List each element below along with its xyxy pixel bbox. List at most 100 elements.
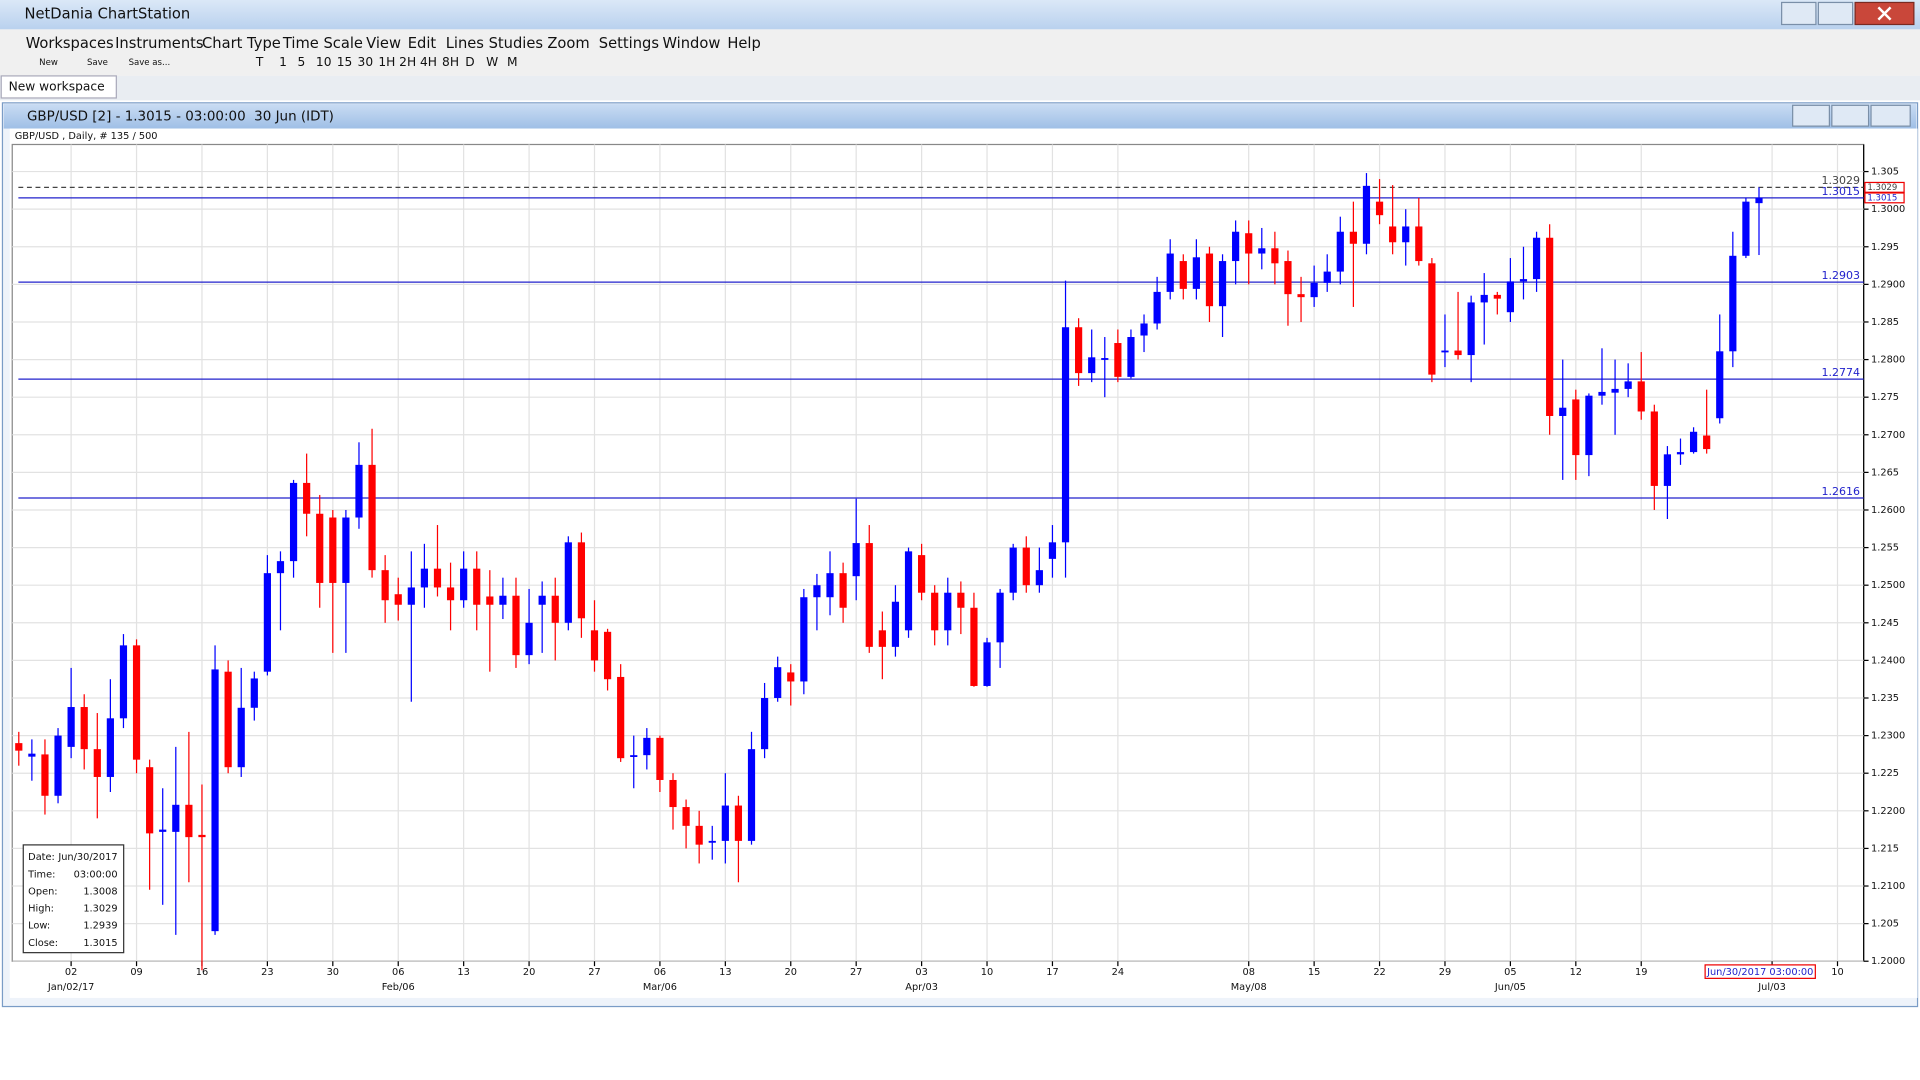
x-major-label: Feb/06 bbox=[382, 982, 415, 993]
candle-body bbox=[1022, 547, 1030, 586]
menu-item[interactable]: Chart Type bbox=[202, 35, 281, 52]
chart-restore[interactable] bbox=[1831, 104, 1870, 127]
candle-body bbox=[316, 513, 324, 583]
menu-item[interactable]: View bbox=[366, 35, 401, 52]
candle-body bbox=[1755, 197, 1763, 204]
candle-body bbox=[1441, 350, 1449, 353]
candle-body bbox=[1088, 357, 1096, 374]
menu-item[interactable]: Settings bbox=[599, 35, 659, 52]
candle-body bbox=[28, 753, 36, 757]
toolbar-button[interactable]: 30 bbox=[358, 55, 374, 69]
candle-body bbox=[1362, 185, 1371, 244]
y-tick-label: 1.2300 bbox=[1871, 731, 1905, 742]
candle-body bbox=[669, 779, 677, 808]
menu-item[interactable]: Window bbox=[662, 35, 720, 52]
candle-body bbox=[800, 597, 808, 682]
price-line-label: 1.2903 bbox=[1821, 269, 1860, 282]
candle-body bbox=[760, 698, 769, 750]
toolbar-button[interactable]: 2H bbox=[399, 55, 416, 69]
menu-item[interactable]: Help bbox=[727, 35, 760, 52]
candle-body bbox=[1663, 454, 1672, 486]
candle-body bbox=[263, 573, 271, 672]
toolbar-button[interactable]: New bbox=[39, 58, 58, 68]
minimize-button[interactable] bbox=[1781, 1, 1817, 26]
toolbar-button[interactable]: Save bbox=[87, 58, 108, 68]
chart-window-title-bar bbox=[3, 104, 1917, 129]
candle-body bbox=[172, 804, 180, 832]
candle-body bbox=[970, 607, 978, 686]
toolbar-button[interactable]: 5 bbox=[298, 55, 306, 69]
candle-body bbox=[603, 631, 612, 680]
info-value: 1.2939 bbox=[83, 921, 117, 932]
price-tag bbox=[1864, 192, 1905, 204]
toolbar-button[interactable]: W bbox=[486, 55, 498, 69]
toolbar-button[interactable]: 1H bbox=[378, 55, 395, 69]
menu-item[interactable]: Instruments bbox=[115, 35, 203, 52]
candle-body bbox=[224, 671, 232, 768]
candle-body bbox=[1637, 381, 1645, 412]
toolbar-button[interactable]: 4H bbox=[420, 55, 437, 69]
candle-body bbox=[551, 595, 559, 623]
menu-item[interactable]: Lines bbox=[446, 35, 484, 52]
toolbar-button[interactable]: T bbox=[255, 55, 264, 69]
y-tick-label: 1.2600 bbox=[1871, 505, 1905, 516]
toolbar-button[interactable]: Save as... bbox=[129, 58, 171, 68]
x-major-label: Jul/03 bbox=[1757, 982, 1786, 993]
candle-body bbox=[381, 570, 389, 601]
candle-body bbox=[1192, 257, 1200, 289]
y-tick-label: 1.205 bbox=[1871, 919, 1899, 930]
candle-body bbox=[289, 482, 298, 562]
menu-item[interactable]: Time Scale bbox=[282, 35, 363, 52]
toolbar-button[interactable]: 1 bbox=[279, 55, 287, 69]
x-tick-label: 13 bbox=[719, 967, 731, 978]
menu-item[interactable]: Workspaces bbox=[26, 35, 114, 52]
candle-body bbox=[1245, 233, 1253, 254]
candle-body bbox=[1506, 281, 1514, 313]
toolbar-button[interactable]: 15 bbox=[337, 55, 353, 69]
candle-body bbox=[865, 543, 873, 647]
candle-body bbox=[721, 805, 729, 841]
menu-item[interactable]: Zoom bbox=[547, 35, 589, 52]
candle-body bbox=[146, 767, 154, 834]
candle-body bbox=[918, 555, 926, 593]
candle-body bbox=[643, 737, 651, 756]
candle-body bbox=[577, 542, 586, 619]
candle-body bbox=[303, 482, 311, 514]
candle-body bbox=[891, 601, 900, 647]
candle-body bbox=[106, 718, 114, 777]
candle-body bbox=[787, 672, 795, 682]
workspace-tab[interactable] bbox=[0, 75, 117, 99]
info-value: 1.3015 bbox=[83, 938, 117, 949]
toolbar-button[interactable]: 10 bbox=[316, 55, 332, 69]
candle-body bbox=[1048, 542, 1057, 559]
candle-body bbox=[499, 595, 507, 605]
info-label: Close: bbox=[28, 938, 58, 949]
maximize-button[interactable] bbox=[1817, 1, 1854, 26]
candle-body bbox=[1205, 253, 1214, 307]
toolbar-button[interactable]: M bbox=[507, 55, 518, 69]
candle-body bbox=[1153, 291, 1161, 324]
info-box bbox=[22, 844, 125, 954]
price-tag-label: 1.3029 bbox=[1867, 183, 1897, 193]
chart-window-title: GBP/USD [2] - 1.3015 - 03:00:00 30 Jun (… bbox=[27, 109, 334, 124]
menu-item[interactable]: Edit bbox=[408, 35, 437, 52]
y-tick-label: 1.2500 bbox=[1871, 580, 1905, 591]
candle-body bbox=[1323, 271, 1331, 283]
title-bar bbox=[0, 0, 1920, 30]
candle-body bbox=[512, 595, 520, 656]
x-major-label: Apr/03 bbox=[905, 982, 938, 993]
candle-body bbox=[1689, 431, 1698, 453]
chart-area bbox=[9, 128, 1918, 998]
toolbar-button[interactable]: 8H bbox=[442, 55, 459, 69]
chart-close[interactable] bbox=[1870, 104, 1911, 127]
x-tick-label: 06 bbox=[654, 967, 666, 978]
x-major-label: Jan/02/17 bbox=[47, 982, 95, 993]
menu-item[interactable]: Studies bbox=[489, 35, 543, 52]
candle-body bbox=[1402, 226, 1410, 243]
tab-row bbox=[0, 75, 1920, 101]
chart-minimize[interactable] bbox=[1792, 104, 1830, 127]
toolbar-button[interactable]: D bbox=[465, 55, 474, 69]
y-tick-label: 1.3000 bbox=[1871, 204, 1905, 215]
candle-body bbox=[1624, 381, 1632, 389]
candle-body bbox=[1349, 231, 1357, 244]
